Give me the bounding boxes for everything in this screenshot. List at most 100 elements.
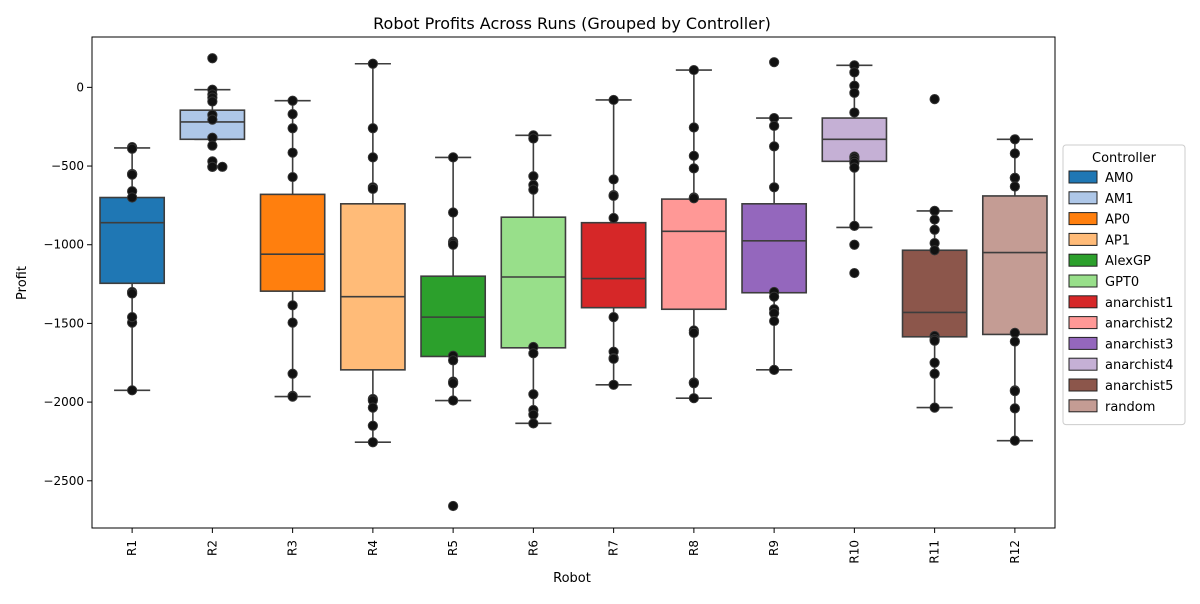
data-point (528, 418, 539, 429)
data-point (367, 437, 378, 448)
data-point (367, 420, 378, 431)
data-point (448, 355, 459, 366)
legend-swatch-GPT0 (1068, 274, 1098, 288)
data-point (1009, 181, 1020, 192)
data-point (1009, 336, 1020, 347)
box-R4 (339, 203, 406, 371)
data-point (367, 58, 378, 69)
x-tick-label: R11 (928, 540, 942, 564)
box-R9 (741, 203, 808, 294)
x-tick-label: R2 (205, 540, 219, 556)
data-point (608, 94, 619, 106)
data-point (528, 171, 539, 182)
legend-label: anarchist4 (1105, 358, 1173, 373)
data-point (849, 107, 860, 118)
legend-label: AM1 (1105, 192, 1133, 207)
data-point (608, 312, 619, 323)
data-point (608, 379, 619, 390)
x-tick-label: R5 (446, 540, 460, 556)
data-point (528, 348, 539, 359)
x-tick-label: R8 (687, 540, 701, 556)
x-tick-label: R9 (767, 540, 781, 556)
legend-label: AM0 (1105, 171, 1133, 186)
data-point (688, 150, 699, 161)
data-point (608, 190, 619, 202)
data-point (849, 162, 860, 173)
data-point (849, 67, 860, 78)
box-R12 (981, 195, 1048, 336)
data-point (448, 207, 459, 218)
legend-label: anarchist2 (1105, 317, 1173, 332)
data-point (849, 267, 860, 279)
data-point (608, 353, 619, 364)
data-point (287, 109, 298, 120)
data-point (448, 395, 459, 406)
x-tick-label: R12 (1008, 540, 1022, 564)
plot-frame (91, 36, 1056, 529)
data-point (849, 220, 860, 231)
x-tick-label: R3 (286, 540, 300, 556)
data-point (929, 402, 940, 413)
box-R11 (901, 249, 968, 338)
data-point (929, 214, 940, 225)
x-tick-label: R6 (526, 540, 540, 556)
y-tick-label: −2500 (43, 474, 84, 488)
legend-swatch-anarchist5 (1068, 378, 1098, 392)
data-point (287, 95, 298, 106)
data-point (448, 378, 459, 389)
data-point (287, 300, 298, 311)
x-tick-label: R1 (125, 540, 139, 556)
data-point (608, 174, 619, 185)
data-point (688, 393, 699, 404)
x-tick-label: R7 (607, 540, 621, 556)
legend-swatch-AlexGP (1068, 253, 1098, 267)
data-point (287, 123, 298, 134)
data-point (769, 120, 780, 132)
legend-label: anarchist3 (1105, 337, 1173, 352)
x-tick-label: R4 (366, 540, 380, 556)
data-point (528, 133, 539, 144)
legend-label: AP1 (1105, 233, 1130, 248)
data-point (127, 143, 138, 154)
data-point (207, 96, 218, 107)
data-point (688, 122, 699, 133)
legend-label: random (1105, 400, 1155, 415)
data-point (929, 245, 940, 256)
x-tick-label: R10 (847, 540, 861, 564)
legend-swatch-random (1068, 399, 1098, 413)
data-point (769, 364, 780, 375)
box-R6 (500, 216, 567, 349)
data-point (929, 224, 940, 235)
data-point (287, 391, 298, 402)
data-point (127, 192, 138, 203)
data-point (688, 64, 699, 76)
legend-swatch-AP0 (1068, 212, 1098, 226)
data-point (1009, 385, 1020, 397)
legend-label: GPT0 (1105, 275, 1139, 290)
legend-label: AlexGP (1105, 254, 1151, 269)
data-point (1009, 403, 1020, 414)
legend-swatch-anarchist2 (1068, 316, 1098, 330)
y-tick-label: −1500 (43, 316, 84, 330)
legend: Controller AM0 AM1 AP0 AP1 AlexGP GPT0 anarchis… (1062, 144, 1186, 426)
data-point (528, 409, 539, 420)
data-point (1009, 327, 1020, 338)
data-point (448, 152, 459, 163)
data-point (849, 239, 860, 250)
data-point (528, 389, 539, 400)
box-R7 (580, 221, 647, 309)
data-point (769, 182, 780, 193)
data-point (367, 123, 378, 134)
data-point (127, 385, 138, 396)
y-tick-label: −1000 (43, 238, 84, 252)
box-R8 (660, 198, 727, 311)
data-point (929, 94, 940, 105)
data-point (287, 368, 298, 379)
data-point (528, 184, 539, 195)
data-point (287, 317, 298, 328)
data-point (287, 147, 298, 158)
legend-title: Controller (1092, 151, 1157, 166)
data-point (1009, 148, 1020, 159)
legend-swatch-anarchist3 (1068, 336, 1098, 350)
